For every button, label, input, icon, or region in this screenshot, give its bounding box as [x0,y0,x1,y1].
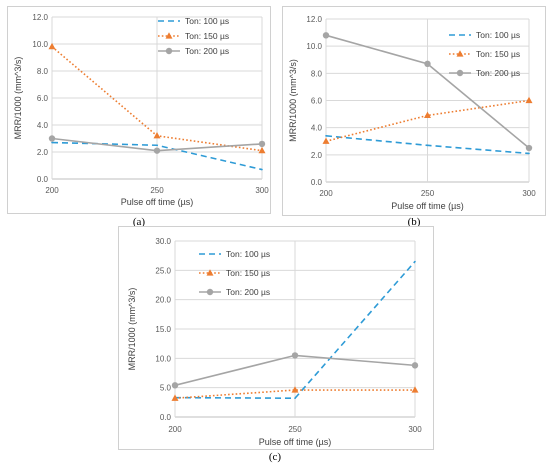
y-tick-label: 12.0 [306,15,322,24]
y-tick-label: 6.0 [37,94,49,103]
x-tick-label: 250 [150,186,164,195]
x-tick-label: 200 [319,189,333,198]
chart-a: 0.0 2.0 4.0 6.0 8.0 10.0 12.0 200 250 300 Pulse of… [13,13,269,207]
data-point [153,147,161,154]
legend-marker [456,50,464,57]
y-tick-label: 0.0 [37,175,49,184]
x-tick-label: 250 [288,425,302,434]
x-tick-label: 300 [255,186,269,195]
legend-marker [165,47,173,55]
caption-a: (a) [132,216,146,228]
legend-marker [206,288,214,296]
series-line-2 [325,99,530,143]
y-tick-label: 8.0 [311,69,323,78]
legend-label-2: Ton: 150 µs [185,31,229,41]
x-tick-label: 200 [168,425,182,434]
data-point [411,386,419,393]
y-tick-label: 6.0 [311,97,323,106]
data-point [325,135,327,137]
y-tick-label: 25.0 [155,266,171,275]
y-tick-label: 2.0 [37,148,49,157]
data-point [322,32,330,39]
data-point [411,362,419,369]
caption-c: (c) [268,451,282,463]
y-axis-title: MRR/1000 (mm^3/s) [127,288,137,371]
data-point [51,141,53,144]
legend-label-1: Ton: 100 µs [226,249,270,259]
y-tick-label: 10.0 [32,40,48,49]
chart-panel-c: 0.0 5.0 10.0 15.0 20.0 25.0 30.0 200 250 300 Pulse… [118,226,434,450]
y-axis-title: MRR/1000 (mm^3/s) [13,57,23,140]
y-tick-label: 20.0 [155,296,171,305]
chart-b: 0.0 2.0 4.0 6.0 8.0 10.0 12.0 200 250 300 Pulse of… [288,15,536,211]
y-tick-label: 0.0 [311,178,323,187]
data-point [48,135,56,142]
legend-label-3: Ton: 200 µs [476,68,520,78]
data-point [294,397,296,400]
data-point [258,146,266,154]
data-point [171,394,179,401]
y-tick-label: 12.0 [32,13,48,22]
legend-marker [165,32,173,39]
data-point [291,352,299,359]
legend-label-2: Ton: 150 µs [226,268,270,278]
y-tick-label: 10.0 [306,42,322,51]
data-point [525,96,533,104]
data-point [48,42,56,50]
data-point [153,132,161,139]
legend-label-2: Ton: 150 µs [476,49,520,59]
data-point [414,260,416,263]
x-tick-label: 250 [421,189,435,198]
y-axis-title: MRR/1000 (mm^3/s) [288,59,298,142]
chart-panel-b: 0.0 2.0 4.0 6.0 8.0 10.0 12.0 200 250 300 Pulse of… [282,6,546,216]
data-point [258,140,266,148]
y-tick-label: 10.0 [155,354,171,363]
y-tick-label: 15.0 [155,325,171,334]
data-point [261,168,263,171]
data-point [426,144,429,147]
x-axis-title: Pulse off time (µs) [391,201,464,211]
y-tick-label: 0.0 [160,413,172,422]
y-tick-label: 4.0 [37,121,49,130]
data-point [528,152,530,155]
y-tick-label: 4.0 [311,124,323,133]
x-axis-title: Pulse off time (µs) [259,437,332,447]
caption-b: (b) [407,216,421,228]
data-point [291,386,299,393]
chart-panel-a: 0.0 2.0 4.0 6.0 8.0 10.0 12.0 200 250 300 Pulse of… [7,6,271,214]
y-tick-label: 8.0 [37,67,49,76]
data-point [171,382,179,389]
legend-label-1: Ton: 100 µs [476,30,520,40]
x-axis-title: Pulse off time (µs) [121,197,194,207]
y-tick-label: 30.0 [155,237,171,246]
x-tick-label: 300 [408,425,422,434]
y-tick-label: 5.0 [160,384,172,393]
x-tick-label: 200 [45,186,59,195]
legend-label-3: Ton: 200 µs [185,46,229,56]
data-point [424,111,431,119]
data-point [156,144,158,147]
legend-marker [456,69,464,77]
legend-marker [206,269,214,276]
chart-c: 0.0 5.0 10.0 15.0 20.0 25.0 30.0 200 250 300 Pulse… [127,237,422,447]
x-tick-label: 300 [522,189,536,198]
data-point [424,60,431,68]
legend-label-1: Ton: 100 µs [185,16,229,26]
data-point [525,144,533,152]
y-tick-label: 2.0 [311,151,323,160]
data-point [322,137,330,144]
legend-label-3: Ton: 200 µs [226,287,270,297]
